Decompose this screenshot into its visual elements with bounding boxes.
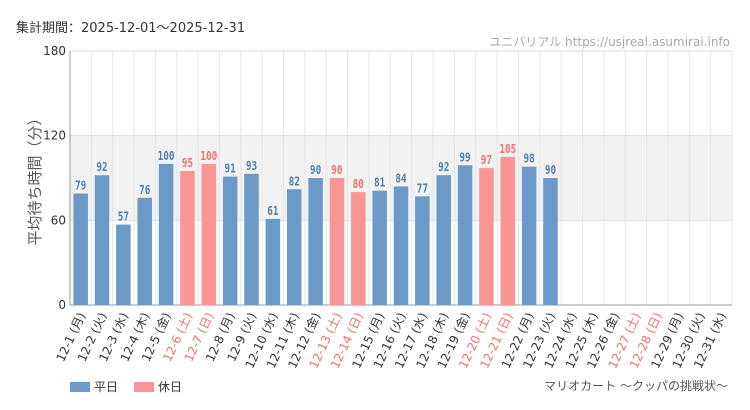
y-axis-label: 平均待ち時間（分） [26,110,44,245]
bar [329,178,345,305]
data-label: 95 [182,156,193,170]
data-label: 84 [395,171,406,185]
bar [457,165,473,305]
data-label: 100 [158,149,175,163]
bar [479,168,494,305]
legend-swatch-holiday [134,381,155,392]
data-label: 57 [118,209,129,223]
y-tick-label: 0 [58,298,66,312]
y-tick-label: 120 [43,129,66,143]
data-label: 98 [523,152,534,166]
bar [500,156,516,305]
source-label: ユニバリアル https://usjreal.asumirai.info [489,35,730,49]
attraction-caption: マリオカート ～クッパの挑戦状～ [544,379,728,393]
data-label: 105 [499,142,516,156]
data-label: 91 [225,161,236,175]
data-label: 100 [200,149,217,163]
data-label: 90 [545,163,556,177]
data-label: 99 [459,150,470,164]
bar [415,196,430,305]
data-label: 61 [267,204,278,218]
legend-item-holiday[interactable]: 休日 [134,378,182,395]
bar [521,166,537,305]
bar [158,163,174,305]
legend-label-weekday: 平日 [94,380,119,394]
bar [372,190,387,305]
bar [286,189,302,305]
data-label: 92 [96,160,107,174]
data-label: 93 [246,159,257,173]
data-label: 76 [139,183,150,197]
period-label: 集計期間：2025-12-01～2025-12-31 [16,21,246,36]
data-label: 77 [417,181,428,195]
data-label: 90 [310,163,321,177]
bar [180,170,195,305]
bar [393,186,409,305]
bar [543,178,558,305]
data-label: 81 [374,176,385,190]
bar [116,224,131,305]
bar [351,192,366,305]
data-label: 79 [75,178,86,192]
legend-item-weekday[interactable]: 平日 [70,378,118,395]
bar [73,193,88,305]
bar [244,173,259,305]
bar [265,218,281,305]
legend: 平日 休日 [70,378,182,395]
bar [222,176,238,305]
data-label: 92 [438,160,449,174]
bar [436,175,451,305]
legend-label-holiday: 休日 [158,380,183,394]
legend-swatch-weekday [70,381,90,392]
bar [201,163,217,305]
data-label: 90 [331,163,342,177]
y-tick-label: 60 [51,213,66,227]
data-label: 80 [353,177,364,191]
bar [308,178,323,305]
y-tick-label: 180 [43,44,66,58]
bar [94,175,110,305]
bar [137,197,153,305]
data-label: 82 [289,174,300,188]
data-label: 97 [481,153,492,167]
